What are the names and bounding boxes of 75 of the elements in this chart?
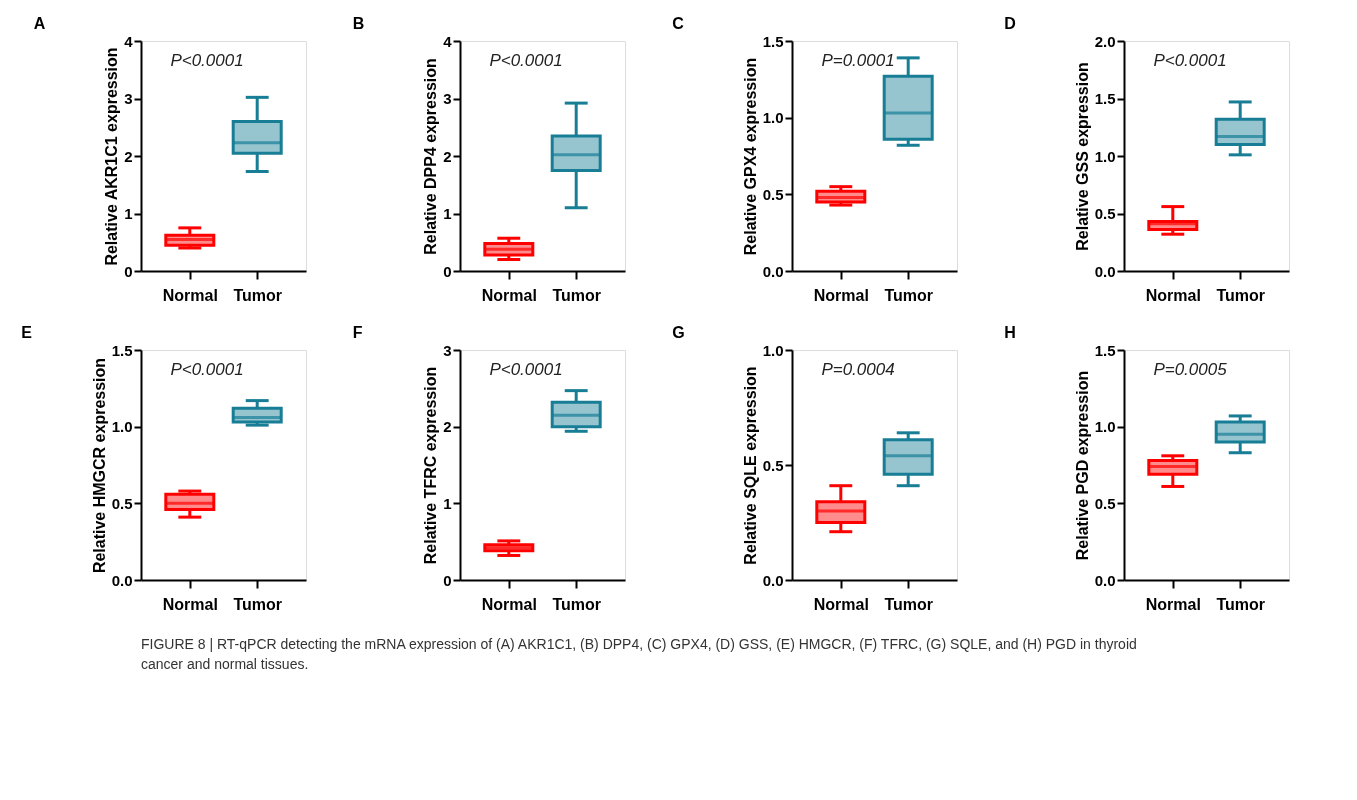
y-tick-label: 1.0 xyxy=(1094,418,1116,436)
y-tick-label: 0.0 xyxy=(762,262,784,280)
y-tick-label: 2 xyxy=(124,147,133,165)
y-tick-label: 1.0 xyxy=(762,109,784,127)
x-tick-label: Normal xyxy=(1145,286,1201,304)
y-tick-label: 1 xyxy=(443,205,452,222)
x-tick-label: Tumor xyxy=(1216,595,1265,613)
x-tick-label: Normal xyxy=(481,286,537,304)
y-axis-title: Relative PGD expression xyxy=(1073,370,1091,561)
y-axis-title: Relative GSS expression xyxy=(1073,62,1091,251)
y-tick-label: 0 xyxy=(443,571,452,589)
annotation: P<0.0001 xyxy=(489,51,563,70)
x-tick-label: Normal xyxy=(162,286,218,304)
y-tick-label: 0.5 xyxy=(762,185,784,203)
y-tick-label: 1.0 xyxy=(1094,147,1116,165)
y-tick-label: 1.0 xyxy=(762,341,784,359)
y-tick-label: 0.5 xyxy=(1094,494,1116,512)
y-tick-label: 0.5 xyxy=(762,456,784,474)
y-tick-label: 1 xyxy=(443,494,452,512)
chart-title: E xyxy=(21,324,33,341)
chart-title: H xyxy=(1004,324,1016,341)
y-tick-label: 1 xyxy=(124,205,133,222)
y-tick-label: 0.5 xyxy=(111,494,133,512)
annotation: P<0.0001 xyxy=(489,360,563,379)
y-tick-label: 0 xyxy=(443,262,452,280)
y-tick-label: 3 xyxy=(443,90,452,107)
y-axis-title: Relative DPP4 expression xyxy=(422,58,440,255)
y-tick-label: 0.0 xyxy=(1094,262,1116,280)
chart-title: C xyxy=(672,15,685,32)
y-tick-label: 0.0 xyxy=(762,571,784,589)
y-tick-label: 1.0 xyxy=(111,418,133,436)
x-tick-label: Normal xyxy=(162,595,218,613)
y-tick-label: 1.5 xyxy=(1094,341,1116,359)
y-tick-label: 0.5 xyxy=(1094,205,1116,222)
x-tick-label: Tumor xyxy=(1216,286,1265,304)
y-tick-label: 1.5 xyxy=(762,32,784,50)
annotation: P=0.0005 xyxy=(1153,360,1228,379)
y-tick-label: 2.0 xyxy=(1094,32,1116,50)
annotation: P=0.0001 xyxy=(821,51,895,70)
chart-title: G xyxy=(672,324,685,341)
chart-title: A xyxy=(33,15,46,32)
chart-title: B xyxy=(352,15,365,32)
y-tick-label: 3 xyxy=(443,341,452,359)
x-tick-label: Tumor xyxy=(233,286,282,304)
caption: FIGURE 8 | RT-qPCR detecting the mRNA expression of (A) AKR1C1, (B) DPP4, (C) GPX4, (D) GSS, (E) HMGCR, (F) TFRC, (G) SQLE, and (H) PGD in thyroid cancer and normal tissues. xyxy=(141,636,1137,672)
y-tick-label: 1.5 xyxy=(111,341,133,359)
y-axis-title: Relative GPX4 expression xyxy=(741,57,759,256)
y-axis-title: Relative TFRC expression xyxy=(422,366,440,565)
y-tick-label: 3 xyxy=(124,90,133,107)
y-tick-label: 0.0 xyxy=(111,571,133,589)
x-tick-label: Tumor xyxy=(233,595,282,613)
x-tick-label: Tumor xyxy=(884,595,933,613)
annotation: P<0.0001 xyxy=(1153,51,1227,70)
x-tick-label: Normal xyxy=(813,595,869,613)
y-tick-label: 4 xyxy=(443,32,453,50)
x-tick-label: Tumor xyxy=(884,286,933,304)
annotation: P<0.0001 xyxy=(170,360,244,379)
x-tick-label: Tumor xyxy=(552,286,601,304)
y-tick-label: 0 xyxy=(124,262,133,280)
y-axis-title: Relative HMGCR expression xyxy=(90,357,108,574)
y-axis-title: Relative AKR1C1 expression xyxy=(103,47,121,266)
annotation: P<0.0001 xyxy=(170,51,244,70)
annotation: P=0.0004 xyxy=(821,360,895,379)
y-axis-title: Relative SQLE expression xyxy=(741,366,759,565)
y-tick-label: 1.5 xyxy=(1094,90,1116,107)
y-tick-label: 2 xyxy=(443,418,452,436)
x-tick-label: Normal xyxy=(813,286,869,304)
chart-title: F xyxy=(352,324,363,341)
x-tick-label: Normal xyxy=(1145,595,1201,613)
y-tick-label: 2 xyxy=(443,147,452,165)
chart-title: D xyxy=(1004,15,1016,32)
y-tick-label: 0.0 xyxy=(1094,571,1116,589)
x-tick-label: Normal xyxy=(481,595,537,613)
y-tick-label: 4 xyxy=(124,32,134,50)
x-tick-label: Tumor xyxy=(552,595,601,613)
